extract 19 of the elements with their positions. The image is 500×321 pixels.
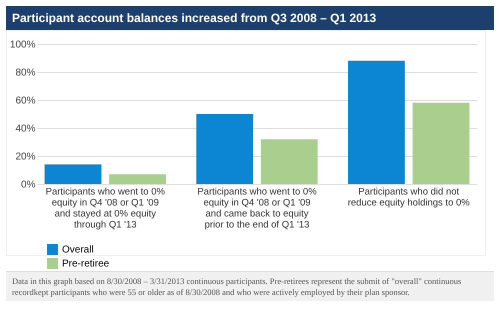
bar [196, 114, 254, 184]
bar [260, 139, 318, 184]
y-tick-label: 0% [21, 180, 36, 190]
legend-label: Overall [62, 244, 94, 256]
y-tick-label: 80% [15, 68, 36, 78]
y-tick-label: 20% [15, 152, 36, 162]
y-tick-label: 40% [15, 124, 36, 134]
x-tick-label: Participants who went to 0% equity in Q4 '08 or Q1 '09 and came back to equity prior to the end of Q1 '13 [197, 186, 318, 230]
chart-title: Participant account balances increased from Q3 2008 – Q1 2013 [6, 6, 494, 30]
bar [412, 102, 470, 184]
legend-label: Pre-retiree [62, 258, 110, 270]
bar [348, 60, 405, 184]
bar [109, 174, 166, 184]
x-tick-label: Participants who went to 0% equity in Q4 '08 or Q1 '09 and stayed at 0% equity through Q1 '13 [46, 186, 166, 230]
bar [44, 164, 102, 184]
text: Data in this graph based on 8/30/2008 – 3/31/2013 continuous participants. Pre-retirees represent the submit of "overall" continuous recordkept participants who were 55 or older as of 8/30/2008 and who were actively employed by their plan sponsor. [6, 271, 494, 302]
y-tick-label: 100% [10, 40, 36, 50]
x-tick-label: Participants who did not reduce equity holdings to 0% [348, 186, 470, 208]
y-tick-label: 60% [15, 96, 36, 106]
